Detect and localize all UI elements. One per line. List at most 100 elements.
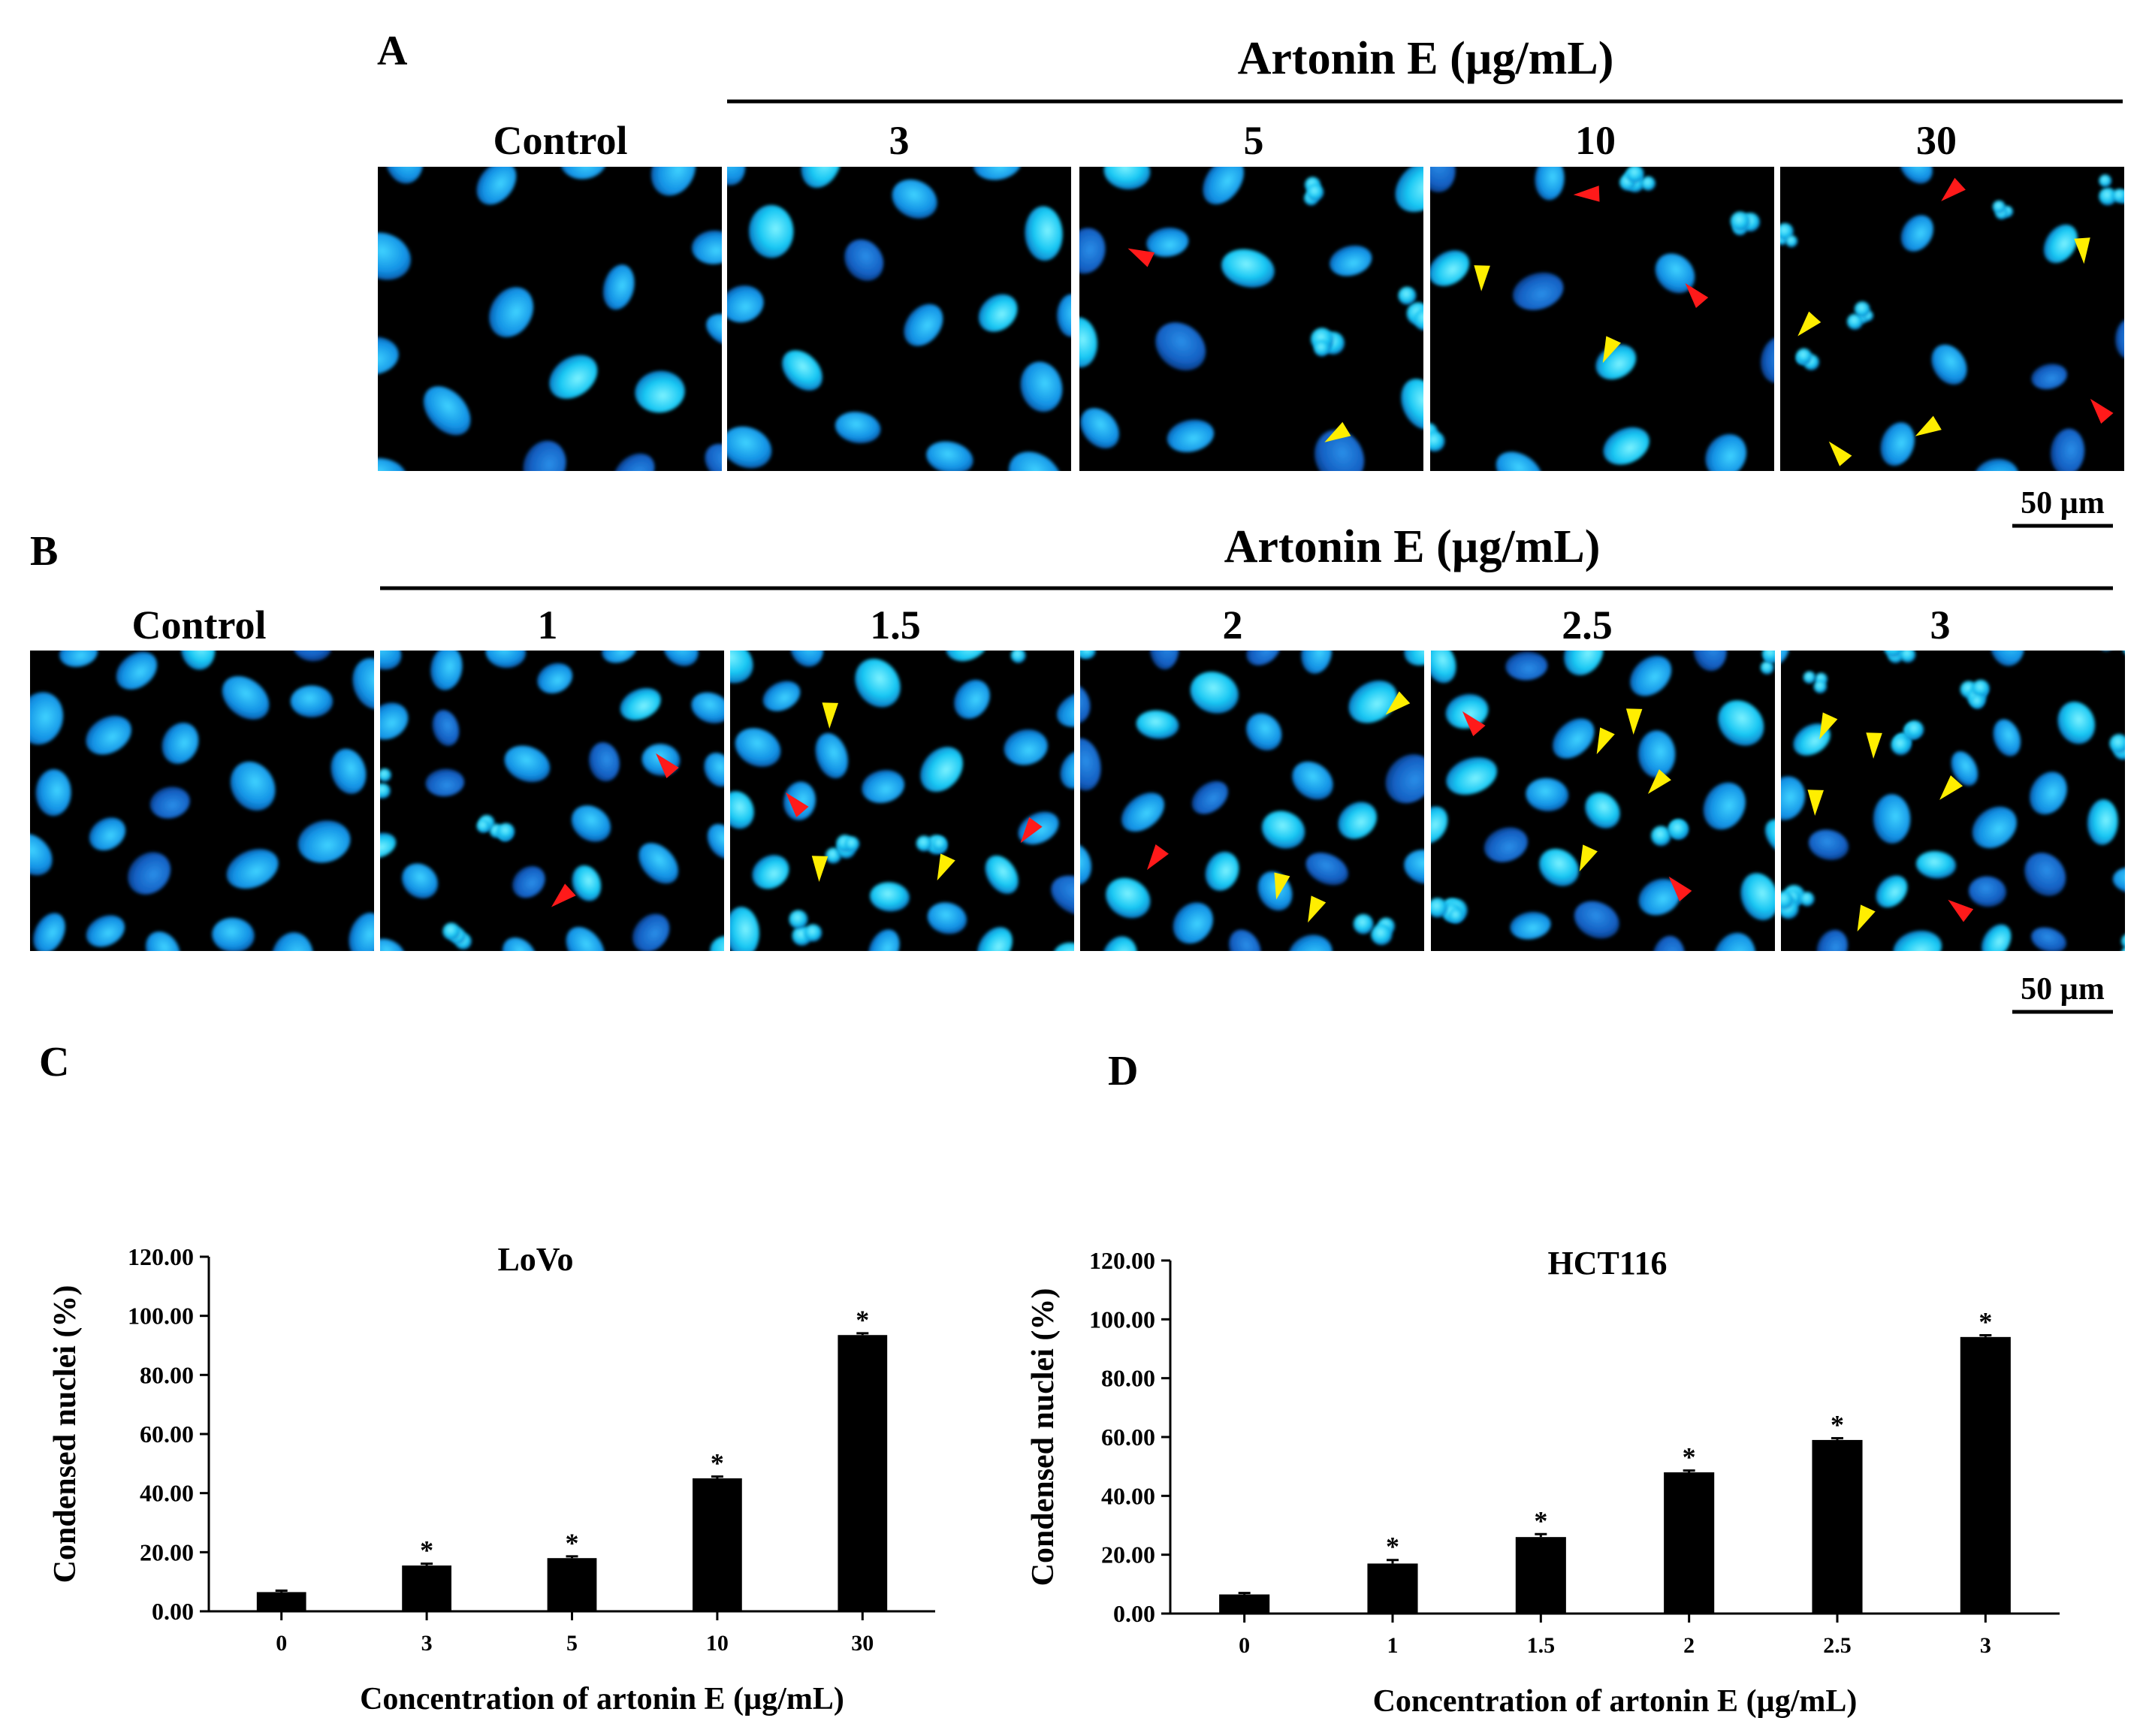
nucleus: [1149, 651, 1179, 670]
bar: [1367, 1563, 1418, 1614]
nucleus: [1553, 718, 1595, 759]
significance-marker: *: [1534, 1505, 1547, 1535]
micrograph-a-1-nuclei: [727, 167, 1071, 471]
red-arrowhead: [656, 753, 679, 778]
nucleus: [1288, 934, 1333, 951]
significance-marker: *: [1978, 1306, 1992, 1336]
panel-label-c: C: [39, 1039, 69, 1085]
nucleus: [1229, 929, 1261, 951]
nucleus: [59, 651, 98, 667]
micrograph-b-5-arrows: [1807, 712, 1974, 932]
nucleus: [1056, 691, 1074, 727]
nucleus: [1338, 802, 1377, 839]
yellow-arrowhead: [2074, 237, 2090, 264]
red-arrowhead: [785, 792, 809, 817]
yellow-arrowhead: [1819, 712, 1838, 740]
micrograph-b-5-background: [1781, 651, 2125, 951]
nucleus: [1121, 793, 1165, 832]
nucleus-fragment: [1626, 167, 1644, 183]
nucleus: [1900, 167, 1933, 184]
nucleus: [705, 443, 722, 471]
micrograph-a-0-background: [378, 167, 722, 471]
nucleus: [385, 167, 424, 184]
micrograph-b-4-arrows: [1462, 708, 1692, 901]
nucleus-fragment: [1906, 720, 1924, 739]
row-b-label-1: 1: [538, 602, 558, 648]
nucleus-fragment: [497, 823, 515, 841]
row-b-label-1-5: 1.5: [870, 602, 921, 648]
nucleus: [380, 651, 402, 670]
red-arrowhead: [1462, 711, 1486, 736]
nucleus: [1705, 433, 1747, 471]
nucleus: [425, 768, 465, 797]
nucleus: [2051, 428, 2085, 471]
nucleus: [35, 769, 71, 817]
nucleus: [1305, 853, 1348, 886]
micrograph-a-4: [1780, 167, 2124, 471]
nucleus: [1401, 379, 1423, 430]
nucleus: [588, 742, 620, 782]
row-a-label-control: Control: [493, 118, 627, 163]
nucleus-fragment: [2123, 950, 2125, 951]
row-a-treatment-title: Artonin E (µg/mL): [1238, 33, 1614, 84]
nucleus: [1395, 167, 1423, 213]
nucleus: [1713, 932, 1756, 951]
bar: [1515, 1537, 1566, 1614]
nucleus: [692, 230, 722, 264]
nucleus: [789, 651, 824, 667]
nucleus-fragment: [2104, 633, 2120, 649]
nucleus: [1900, 215, 1934, 252]
nucleus: [954, 679, 990, 719]
nucleus: [710, 935, 724, 951]
row-b-treatment-title: Artonin E (µg/mL): [1224, 521, 1601, 572]
significance-marker: *: [566, 1528, 579, 1558]
row-b-scale-bar-label: 50 µm: [2021, 972, 2105, 1007]
nucleus: [145, 931, 180, 951]
nucleus: [1652, 935, 1685, 951]
nucleus: [30, 692, 64, 745]
nucleus-fragment: [2099, 187, 2117, 206]
y-tick-label: 60.00: [1101, 1424, 1155, 1451]
nucleus: [735, 728, 781, 767]
nucleus: [1404, 850, 1424, 884]
nucleus-fragment: [476, 819, 490, 833]
nucleus: [904, 303, 943, 346]
row-a-scale-bar-label: 50 µm: [2021, 486, 2105, 521]
nucleus: [1972, 806, 2017, 849]
micrograph-a-3-background: [1430, 167, 1774, 471]
nucleus: [985, 855, 1019, 894]
red-arrowhead: [1668, 876, 1692, 901]
nucleus: [801, 167, 842, 188]
nucleus: [1080, 738, 1101, 791]
red-arrowhead: [1146, 844, 1169, 871]
nucleus-fragment: [2112, 189, 2124, 204]
nucleus: [1876, 875, 1908, 908]
nucleus: [1931, 344, 1967, 385]
nucleus: [572, 865, 602, 901]
nucleus: [2031, 364, 2067, 390]
nucleus: [297, 820, 351, 863]
y-tick-label: 20.00: [140, 1538, 194, 1565]
nucleus: [512, 865, 545, 898]
nucleus: [844, 239, 884, 281]
nucleus: [571, 805, 611, 842]
y-tick-label: 0.00: [152, 1598, 194, 1625]
yellow-arrowhead: [1474, 265, 1490, 291]
nucleus: [1191, 780, 1228, 814]
nucleus: [378, 457, 407, 471]
micrograph-b-3-nuclei: [1080, 651, 1424, 951]
micrograph-a-4-background: [1780, 167, 2124, 471]
nucleus: [1004, 729, 1048, 765]
nucleus: [1693, 651, 1727, 672]
nucleus: [603, 264, 635, 310]
micrograph-a-3-arrows: [1474, 186, 1709, 364]
nucleus: [378, 232, 411, 280]
nucleus: [1951, 751, 1978, 786]
nucleus: [432, 710, 460, 746]
nucleus: [1431, 806, 1448, 844]
chart-title: HCT116: [1548, 1245, 1668, 1282]
x-tick-label: 3: [1980, 1633, 1991, 1658]
nucleus-fragment: [1800, 892, 1815, 907]
nucleus-fragment: [789, 910, 808, 929]
nucleus: [1136, 710, 1179, 739]
